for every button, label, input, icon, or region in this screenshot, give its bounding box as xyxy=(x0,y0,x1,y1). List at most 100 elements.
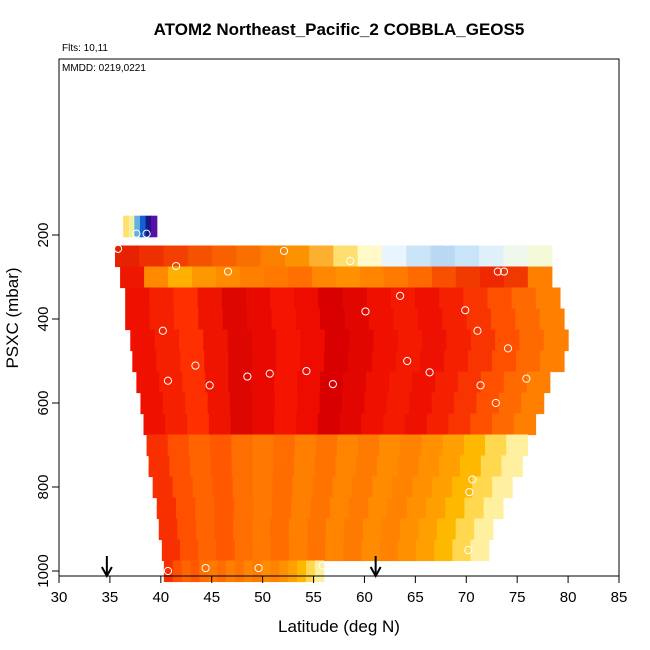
heatmap-cell xyxy=(376,455,399,478)
sample-point xyxy=(346,256,355,266)
heatmap-cell xyxy=(271,308,297,331)
heatmap-cell xyxy=(357,245,383,268)
sample-point xyxy=(522,374,531,383)
heatmap-cell xyxy=(130,329,156,352)
heatmap-cell xyxy=(333,245,359,268)
heatmap-cell xyxy=(145,215,152,238)
sample-point xyxy=(395,291,405,300)
heatmap-cell xyxy=(251,371,275,394)
heatmap-cell xyxy=(470,329,496,352)
y-tick-label: 200 xyxy=(35,222,52,247)
heatmap-cell xyxy=(230,392,254,415)
heatmap-cell xyxy=(412,476,433,499)
heatmap-cell xyxy=(314,455,337,478)
heatmap-cell xyxy=(479,245,504,268)
heatmap-cell xyxy=(172,560,183,583)
heatmap-cell xyxy=(515,308,541,331)
sample-point xyxy=(113,244,123,253)
x-tick-label: 85 xyxy=(611,589,628,606)
heatmap-cell xyxy=(208,413,232,436)
heatmap-cell xyxy=(252,413,275,436)
heatmap-cell xyxy=(335,455,357,478)
heatmap-cell xyxy=(492,350,517,373)
sample-point xyxy=(493,267,502,276)
heatmap-cell xyxy=(343,539,363,562)
heatmap-cell xyxy=(295,308,321,331)
heatmap-cell xyxy=(318,287,344,310)
heatmap-cell xyxy=(358,434,380,457)
heatmap-cell xyxy=(284,245,310,268)
sample-point xyxy=(132,229,141,238)
x-tick-label: 60 xyxy=(356,589,373,606)
y-tick-label: 400 xyxy=(35,306,52,331)
heatmap-cell xyxy=(212,476,234,499)
heatmap-cell xyxy=(214,497,235,520)
sample-point xyxy=(328,380,337,389)
heatmap-cell xyxy=(192,266,217,289)
heatmap-cell xyxy=(519,329,545,352)
heatmap-cell xyxy=(539,308,565,331)
heatmap-layer xyxy=(115,215,569,583)
sample-point xyxy=(243,372,252,381)
heatmap-cell xyxy=(148,455,170,478)
heatmap-cell xyxy=(172,476,194,499)
heatmap-cell xyxy=(177,518,197,541)
heatmap-cell xyxy=(173,308,199,331)
heatmap-cell xyxy=(274,392,298,415)
heatmap-cell xyxy=(393,308,419,331)
sample-point xyxy=(499,267,509,276)
heatmap-cell xyxy=(420,350,445,373)
heatmap-cell xyxy=(210,455,233,478)
heatmap-cell xyxy=(470,413,493,436)
heatmap-cell xyxy=(319,392,343,415)
heatmap-cell xyxy=(203,329,229,352)
heatmap-cell xyxy=(274,371,298,394)
heatmap-cell xyxy=(143,413,166,436)
heatmap-cell xyxy=(485,434,507,457)
heatmap-cell xyxy=(543,329,569,352)
heatmap-cell xyxy=(491,413,515,436)
heatmap-cell xyxy=(182,371,206,394)
heatmap-cell xyxy=(434,539,453,562)
heatmap-cell xyxy=(305,560,316,583)
heatmap-cell xyxy=(430,245,456,268)
heatmap-cell xyxy=(128,215,135,238)
heatmap-cell xyxy=(359,266,385,289)
heatmap-cell xyxy=(343,371,367,394)
heatmap-cell xyxy=(165,413,188,436)
heatmap-cell xyxy=(431,266,457,289)
heatmap-cell xyxy=(329,497,350,520)
heatmap-cell xyxy=(526,371,551,394)
heatmap-cell xyxy=(339,413,362,436)
heatmap-cell xyxy=(190,455,212,478)
heatmap-cell xyxy=(379,434,402,457)
heatmap-cell xyxy=(139,215,147,238)
heatmap-cell xyxy=(454,392,478,415)
heatmap-cell xyxy=(123,215,130,238)
heatmap-cell xyxy=(188,434,211,457)
heatmap-cell xyxy=(217,560,227,583)
heatmap-cell xyxy=(307,518,327,541)
heatmap-cell xyxy=(270,518,290,541)
heatmap-cell xyxy=(364,392,388,415)
heatmap-cell xyxy=(231,455,253,478)
heatmap-cell xyxy=(168,266,193,289)
heatmap-cell xyxy=(452,539,472,562)
heatmap-cell xyxy=(295,413,319,436)
heatmap-cell xyxy=(392,476,413,499)
heatmap-cell xyxy=(178,329,204,352)
heatmap-cell xyxy=(437,518,457,541)
heatmap-cell xyxy=(455,518,475,541)
heatmap-cell xyxy=(335,266,361,289)
sample-point xyxy=(473,326,482,335)
heatmap-cell xyxy=(270,287,295,310)
heatmap-cell xyxy=(307,539,326,562)
heatmap-cell xyxy=(431,392,455,415)
heatmap-cell xyxy=(445,497,466,520)
heatmap-cell xyxy=(136,371,160,394)
heatmap-cell xyxy=(397,539,417,562)
heatmap-cell xyxy=(195,497,216,520)
heatmap-cell xyxy=(468,350,493,373)
heatmap-cell xyxy=(251,518,271,541)
heatmap-cell xyxy=(263,266,289,289)
